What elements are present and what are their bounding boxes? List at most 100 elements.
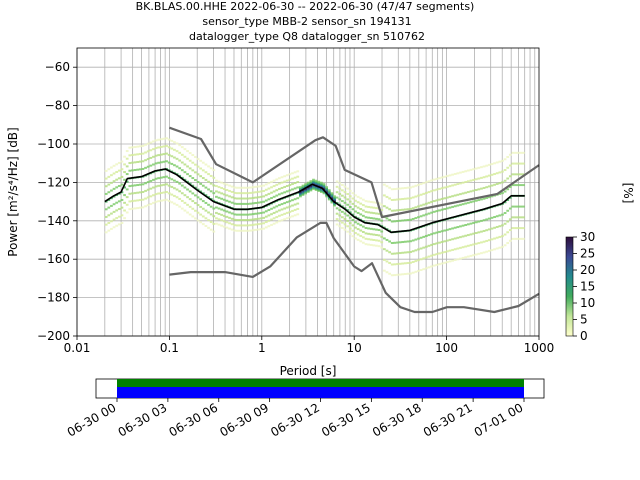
psd-density-cell [299, 191, 302, 194]
psd-density-cell [241, 229, 245, 232]
psd-density-cell [159, 191, 163, 194]
psd-density-cell [259, 190, 263, 193]
psd-density-cell [461, 224, 465, 227]
psd-density-cell [251, 202, 255, 205]
psd-density-cell [338, 192, 342, 195]
psd-density-cell [424, 267, 428, 270]
psd-density-cell [233, 191, 237, 194]
psd-density-cell [422, 246, 426, 249]
psd-density-cell [243, 229, 247, 232]
psd-density-cell [178, 167, 182, 170]
psd-density-cell [154, 185, 158, 188]
psd-density-cell [312, 187, 315, 190]
psd-density-cell [154, 177, 158, 180]
psd-density-cell [257, 228, 260, 231]
psd-density-cell [417, 205, 420, 208]
psd-density-cell [403, 262, 407, 265]
psd-density-cell [503, 169, 507, 172]
psd-density-cell [459, 225, 462, 228]
psd-density-cell [157, 154, 161, 157]
psd-density-cell [201, 161, 205, 164]
psd-density-cell [291, 209, 294, 212]
psd-density-cell [343, 217, 347, 220]
psd-density-cell [403, 251, 407, 254]
psd-density-cell [348, 195, 352, 198]
x-tick-label: 100 [435, 341, 458, 355]
psd-density-cell [427, 266, 431, 269]
psd-density-cell [424, 191, 428, 194]
psd-density-cell [385, 185, 389, 188]
psd-density-cell [314, 187, 318, 190]
psd-density-cell [522, 173, 525, 176]
psd-density-cell [222, 193, 226, 196]
psd-density-cell [254, 185, 258, 188]
psd-density-cell [149, 141, 153, 144]
psd-density-cell [144, 182, 147, 185]
psd-density-cell [498, 160, 502, 163]
psd-density-cell [104, 208, 108, 211]
psd-density-cell [390, 188, 394, 191]
psd-density-cell [417, 216, 420, 219]
psd-density-cell [230, 223, 234, 226]
psd-density-cell [466, 244, 470, 247]
psd-density-cell [104, 192, 108, 195]
psd-density-cell [375, 233, 378, 236]
psd-density-cell [131, 146, 134, 149]
psd-density-cell [285, 174, 289, 177]
psd-density-cell [196, 165, 200, 168]
psd-density-cell [238, 229, 242, 232]
psd-density-cell [186, 165, 189, 168]
psd-density-cell [146, 196, 150, 199]
psd-density-cell [272, 190, 276, 193]
psd-density-cell [215, 222, 218, 225]
psd-density-cell [419, 247, 423, 250]
psd-density-cell [406, 240, 410, 243]
psd-density-cell [375, 212, 378, 215]
psd-density-cell [136, 199, 140, 202]
psd-density-cell [246, 224, 250, 227]
psd-density-cell [138, 206, 142, 209]
psd-density-cell [372, 212, 376, 215]
psd-density-cell [128, 162, 132, 165]
psd-density-cell [228, 222, 231, 225]
psd-density-cell [472, 200, 475, 203]
psd-density-cell [508, 153, 512, 156]
psd-density-cell [435, 199, 439, 202]
psd-density-cell [162, 137, 166, 140]
psd-density-cell [278, 187, 281, 190]
psd-density-cell [173, 164, 176, 167]
psd-density-cell [438, 241, 441, 244]
psd-density-cell [377, 212, 381, 215]
psd-density-cell [522, 216, 525, 219]
psd-density-cell [186, 150, 189, 153]
psd-density-cell [361, 230, 365, 233]
psd-density-cell [372, 233, 376, 236]
psd-density-cell [508, 175, 512, 178]
psd-density-cell [254, 196, 258, 199]
psd-density-cell [346, 209, 349, 212]
psd-density-cell [435, 210, 439, 213]
psd-density-cell [435, 231, 439, 234]
psd-density-cell [325, 186, 329, 189]
psd-density-cell [154, 162, 158, 165]
psd-density-cell [396, 198, 399, 201]
psd-density-cell [217, 186, 221, 189]
psd-density-cell [154, 139, 158, 142]
psd-density-cell [278, 177, 281, 180]
psd-density-cell [351, 224, 355, 227]
psd-density-cell [243, 186, 247, 189]
y-tick-label: −80 [45, 99, 70, 113]
psd-density-cell [115, 217, 119, 220]
psd-density-cell [459, 246, 462, 249]
psd-density-cell [180, 176, 184, 179]
psd-density-cell [340, 183, 344, 186]
psd-density-cell [125, 196, 129, 199]
psd-density-cell [110, 212, 113, 215]
psd-density-cell [451, 238, 454, 241]
psd-density-cell [377, 234, 381, 237]
psd-density-cell [188, 159, 192, 162]
psd-density-cell [201, 200, 205, 203]
chart-title-line-1: BK.BLAS.00.HHE 2022-06-30 -- 2022-06-30 … [136, 0, 475, 13]
psd-density-cell [511, 227, 515, 230]
psd-density-cell [511, 162, 515, 165]
